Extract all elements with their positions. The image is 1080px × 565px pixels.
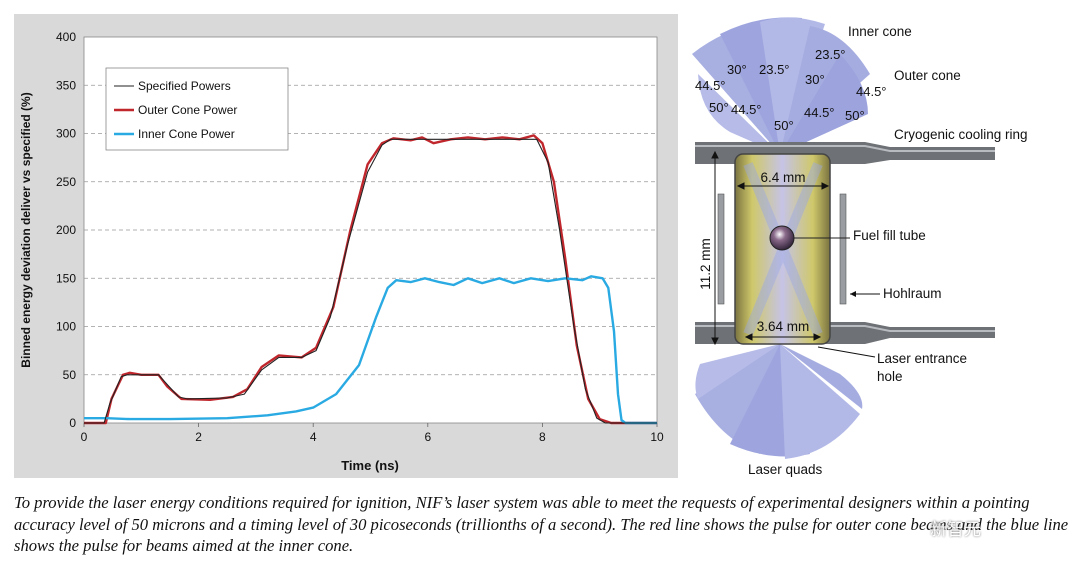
x-tick-label: 8: [539, 430, 546, 444]
inner-cone-label: Inner cone: [848, 24, 912, 39]
angle-label: 23.5°: [759, 62, 790, 77]
laser-entrance-label: Laser entrance: [877, 351, 967, 366]
bottom-beam-fan: [695, 344, 863, 459]
top-beam-fan: [692, 17, 870, 155]
angle-label: 50°: [709, 100, 729, 115]
series-line-specified-powers: [84, 138, 657, 424]
power-chart: 0 50 100 150 200 250 300 350 400 0 2 4 6 8 10 Time (n…: [19, 30, 664, 473]
y-tick-label: 250: [56, 175, 76, 189]
x-tick-label: 4: [310, 430, 317, 444]
y-axis-label: Binned energy deviation deliver vs speci…: [19, 92, 33, 367]
cooling-ring-label: Cryogenic cooling ring: [894, 127, 1028, 142]
hohlraum-callout-arrow: [850, 291, 856, 297]
legend-entry: Inner Cone Power: [138, 127, 235, 141]
y-tick-label: 350: [56, 78, 76, 92]
x-tick-label: 10: [650, 430, 664, 444]
laser-quads-label: Laser quads: [748, 462, 823, 477]
y-tick-label: 400: [56, 30, 76, 44]
x-tick-label: 6: [424, 430, 431, 444]
angle-label: 44.5°: [856, 84, 887, 99]
series-lines: [84, 134, 657, 425]
angle-label: 30°: [805, 72, 825, 87]
legend-entry: Outer Cone Power: [138, 103, 237, 117]
hohlraum-diagram: 6.4 mm 3.64 mm 11.2 mm 23.5°30° 23.5°30°4…: [692, 17, 1028, 477]
dimension-bottom: [744, 333, 822, 341]
angle-label: 30°: [727, 62, 747, 77]
y-tick-label: 150: [56, 271, 76, 285]
angle-label: 50°: [774, 118, 794, 133]
series-line-inner-cone-power: [84, 275, 657, 425]
angle-label: 50°: [845, 108, 865, 123]
fuel-capsule: [769, 225, 795, 251]
dimension-top-label: 6.4 mm: [760, 170, 805, 185]
angle-label: 44.5°: [731, 102, 762, 117]
angle-label: 23.5°: [815, 47, 846, 62]
side-support-right: [839, 193, 847, 305]
legend: Specified Powers Outer Cone Power Inner Co…: [105, 67, 289, 151]
angle-label: 44.5°: [695, 78, 726, 93]
figure-caption: To provide the laser energy conditions r…: [14, 493, 1069, 555]
y-tick-labels: 0 50 100 150 200 250 300 350 400: [56, 30, 76, 430]
hohlraum-label: Hohlraum: [883, 286, 942, 301]
x-tick-label: 2: [195, 430, 202, 444]
side-support-left: [717, 193, 725, 305]
dimension-top: [736, 182, 830, 190]
dimension-height-label: 11.2 mm: [698, 238, 713, 290]
leh-callout-line: [817, 346, 876, 358]
dimension-height: [711, 150, 719, 346]
watermark: 新智元: [930, 520, 981, 540]
fuel-fill-tube-label: Fuel fill tube: [853, 228, 926, 243]
y-tick-label: 300: [56, 127, 76, 141]
x-axis-label: Time (ns): [341, 458, 399, 473]
y-tick-label: 0: [69, 416, 76, 430]
angle-labels: 23.5°30° 23.5°30°44.5° 44.5°50° 44.5° 44.5° 5…: [695, 47, 887, 133]
x-tick-label: 0: [81, 430, 88, 444]
y-tick-label: 50: [63, 368, 77, 382]
laser-entrance-hole-label: hole: [877, 369, 903, 384]
x-tick-labels: 0 2 4 6 8 10: [81, 423, 664, 444]
y-tick-label: 200: [56, 223, 76, 237]
y-tick-label: 100: [56, 320, 76, 334]
dimension-bottom-label: 3.64 mm: [757, 319, 810, 334]
angle-label: 44.5°: [804, 105, 835, 120]
legend-entry: Specified Powers: [138, 79, 231, 93]
chart-panel: 0 50 100 150 200 250 300 350 400 0 2 4 6 8 10 Time (n…: [14, 14, 678, 478]
outer-cone-label: Outer cone: [894, 68, 961, 83]
legend-box: [105, 67, 289, 151]
